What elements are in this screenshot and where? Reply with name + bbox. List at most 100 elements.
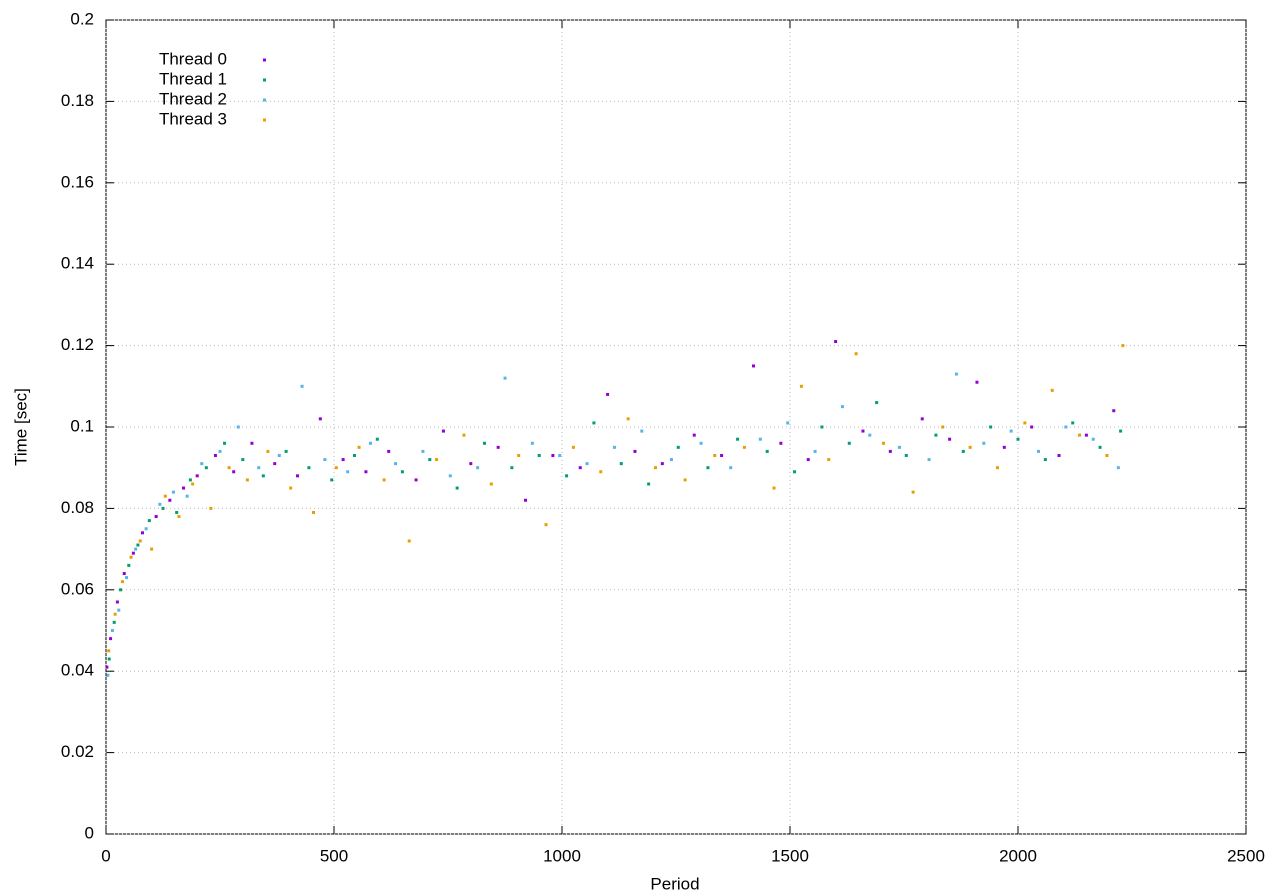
point <box>213 453 217 457</box>
point <box>772 486 776 490</box>
legend-label: Thread 3 <box>159 109 227 128</box>
point <box>1050 388 1054 392</box>
point <box>647 482 651 486</box>
legend-swatch <box>263 78 266 82</box>
point <box>277 453 281 457</box>
point <box>150 547 154 551</box>
point <box>223 441 227 445</box>
point <box>1002 445 1006 449</box>
point <box>706 466 710 470</box>
point <box>968 445 972 449</box>
legend-swatch <box>263 58 266 62</box>
point <box>407 539 411 543</box>
point <box>736 437 740 441</box>
point <box>107 657 111 661</box>
point <box>375 437 379 441</box>
point <box>496 445 500 449</box>
point <box>232 470 236 474</box>
point <box>482 441 486 445</box>
point <box>544 523 548 527</box>
point <box>489 482 493 486</box>
point <box>786 421 790 425</box>
point <box>565 474 569 478</box>
legend-label: Thread 2 <box>159 89 227 108</box>
point <box>120 580 124 584</box>
point <box>185 494 189 498</box>
point <box>551 453 555 457</box>
point <box>1071 421 1075 425</box>
point <box>1091 437 1095 441</box>
point <box>524 498 528 502</box>
point <box>1016 437 1020 441</box>
point <box>168 498 172 502</box>
x-tick-label: 1500 <box>771 846 809 865</box>
point <box>948 437 952 441</box>
point <box>131 551 135 555</box>
point <box>676 445 680 449</box>
point <box>799 384 803 388</box>
point <box>266 449 270 453</box>
point <box>827 458 831 462</box>
point <box>115 600 119 604</box>
y-tick-label: 0.18 <box>61 91 94 110</box>
point <box>346 470 350 474</box>
point <box>441 429 445 433</box>
y-tick-label: 0.16 <box>61 172 94 191</box>
point <box>188 478 192 482</box>
point <box>834 340 838 344</box>
point <box>510 466 514 470</box>
point <box>1057 453 1061 457</box>
point <box>1037 449 1041 453</box>
point <box>307 466 311 470</box>
point <box>530 441 534 445</box>
point <box>296 474 300 478</box>
point <box>692 433 696 437</box>
point <box>1023 421 1027 425</box>
point <box>840 405 844 409</box>
point <box>138 539 142 543</box>
point <box>599 470 603 474</box>
point <box>241 458 245 462</box>
y-tick-label: 0.14 <box>61 254 94 273</box>
point <box>941 425 945 429</box>
point <box>503 376 507 380</box>
point <box>847 441 851 445</box>
point <box>888 449 892 453</box>
point <box>414 478 418 482</box>
point <box>669 458 673 462</box>
x-tick-label: 2500 <box>1227 846 1265 865</box>
point <box>861 429 865 433</box>
point <box>284 449 288 453</box>
point <box>585 462 589 466</box>
point <box>158 502 162 506</box>
point <box>592 421 596 425</box>
y-tick-label: 0.12 <box>61 335 94 354</box>
point <box>204 466 208 470</box>
point <box>653 466 657 470</box>
point <box>729 466 733 470</box>
point <box>125 576 129 580</box>
point <box>793 470 797 474</box>
point <box>982 441 986 445</box>
point <box>257 466 261 470</box>
point <box>911 490 915 494</box>
point <box>387 449 391 453</box>
point <box>318 417 322 421</box>
point <box>954 372 958 376</box>
point <box>364 470 368 474</box>
point <box>1116 466 1120 470</box>
point <box>435 458 439 462</box>
point <box>182 486 186 490</box>
point <box>699 441 703 445</box>
point <box>209 506 213 510</box>
point <box>144 527 148 531</box>
point <box>897 445 901 449</box>
legend-label: Thread 1 <box>159 69 227 88</box>
point <box>107 649 111 653</box>
point <box>660 462 664 466</box>
point <box>134 547 138 551</box>
point <box>806 458 810 462</box>
point <box>455 486 459 490</box>
point <box>626 417 630 421</box>
